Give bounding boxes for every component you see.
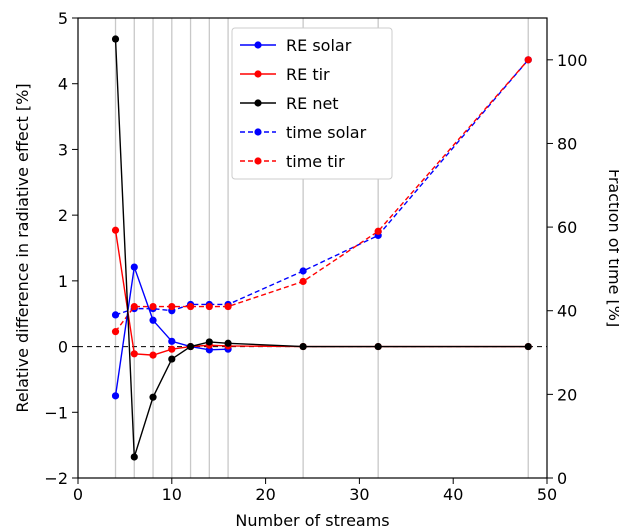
legend-swatch-marker-time-tir xyxy=(254,157,262,165)
point-re-tir xyxy=(111,226,120,234)
point-re-tir xyxy=(168,345,176,353)
right-y-tick-label: 60 xyxy=(557,218,577,237)
legend-box xyxy=(231,27,393,180)
point-re-net xyxy=(130,453,138,461)
left-y-tick-label: −1 xyxy=(44,403,68,422)
point-re-net xyxy=(186,342,195,351)
legend-label-time-solar: time solar xyxy=(286,123,367,142)
x-tick-label: 10 xyxy=(162,485,182,504)
vertical-reference-lines xyxy=(114,18,529,478)
right-y-tick-label: 20 xyxy=(557,385,577,404)
point-re-solar xyxy=(149,316,157,324)
point-re-net xyxy=(299,342,307,351)
series-line-re-tir xyxy=(114,230,529,356)
right-y-tick-label: 40 xyxy=(557,302,577,321)
left-y-axis-label: Relative difference in radiative effect … xyxy=(13,83,32,412)
point-re-solar xyxy=(111,392,120,400)
x-axis-label: Number of streams xyxy=(235,511,389,530)
point-time-tir xyxy=(186,302,195,311)
point-time-solar xyxy=(111,311,120,319)
right-y-axis-ticks: 0 20 40 60 80 100 xyxy=(547,51,588,488)
legend-label-re-net: RE net xyxy=(286,94,339,113)
point-re-net xyxy=(224,339,232,347)
legend-label-re-tir: RE tir xyxy=(286,65,330,84)
point-re-tir xyxy=(149,351,157,359)
right-y-axis-label: Fraction of time [%] xyxy=(605,169,619,327)
legend: RE solar RE tir RE net time solar time tir xyxy=(231,27,393,180)
right-y-tick-label: 0 xyxy=(557,469,567,488)
point-time-tir xyxy=(168,302,176,311)
point-re-solar xyxy=(130,263,138,271)
legend-label-time-tir: time tir xyxy=(286,152,345,171)
point-time-tir xyxy=(205,302,213,311)
left-y-tick-label: 2 xyxy=(58,206,68,225)
point-re-tir xyxy=(130,350,138,358)
series-line-re-net xyxy=(114,38,529,458)
point-re-net xyxy=(524,342,532,351)
legend-swatch-marker-re-net xyxy=(254,99,262,107)
left-y-axis-ticks: −2 −1 0 1 2 3 4 5 xyxy=(44,9,78,488)
point-time-tir xyxy=(524,56,532,64)
x-tick-label: 20 xyxy=(255,485,275,504)
point-re-solar xyxy=(168,337,176,345)
x-tick-label: 40 xyxy=(443,485,463,504)
right-y-tick-label: 80 xyxy=(557,134,577,153)
x-tick-label: 0 xyxy=(73,485,83,504)
x-tick-label: 50 xyxy=(537,485,557,504)
series-layer xyxy=(111,35,532,461)
left-y-tick-label: 5 xyxy=(58,9,68,28)
series-line-time-tir xyxy=(114,59,529,333)
legend-swatch-marker-re-tir xyxy=(254,70,262,78)
point-time-tir xyxy=(111,328,120,336)
point-time-tir xyxy=(374,227,382,235)
point-time-tir xyxy=(224,302,232,311)
left-y-tick-label: 3 xyxy=(58,140,68,159)
point-re-net xyxy=(149,393,157,401)
series-time-tir xyxy=(111,56,532,336)
point-time-solar xyxy=(299,267,307,275)
point-re-net xyxy=(205,338,213,346)
point-re-net xyxy=(374,342,382,351)
legend-swatch-marker-time-solar xyxy=(254,128,262,136)
point-time-tir xyxy=(130,302,138,311)
left-y-tick-label: 4 xyxy=(58,75,68,94)
series-re-tir xyxy=(111,226,532,359)
x-axis-ticks: 0 10 20 30 40 50 xyxy=(73,478,557,504)
left-y-tick-label: 1 xyxy=(58,272,68,291)
legend-swatch-marker-re-solar xyxy=(254,41,262,49)
left-y-tick-label: −2 xyxy=(44,469,68,488)
legend-label-re-solar: RE solar xyxy=(286,36,352,55)
x-tick-label: 30 xyxy=(349,485,369,504)
point-time-tir xyxy=(299,277,307,286)
point-re-net xyxy=(111,35,120,43)
right-y-tick-label: 100 xyxy=(557,51,588,70)
series-re-net xyxy=(111,35,532,461)
left-y-tick-label: 0 xyxy=(58,338,68,357)
point-re-net xyxy=(168,355,176,363)
point-time-tir xyxy=(149,302,157,311)
plot-frame xyxy=(77,17,548,479)
